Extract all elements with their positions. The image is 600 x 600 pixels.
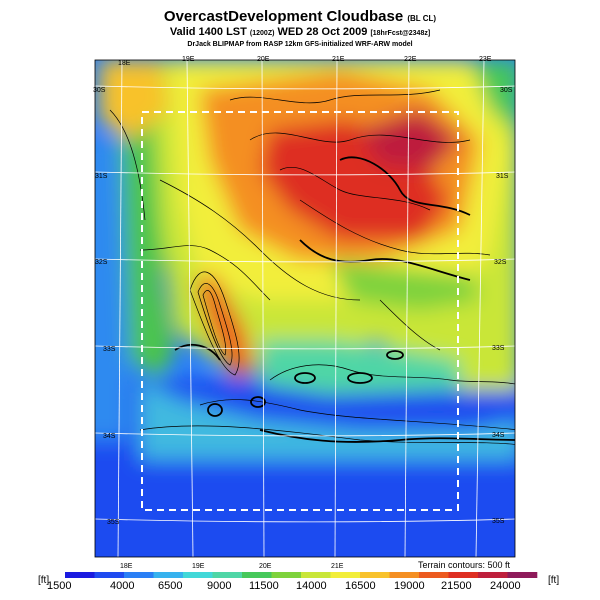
colorbar-swatch	[507, 572, 538, 578]
lon-label-top: 21E	[332, 56, 345, 63]
lat-label-right: 30S	[500, 87, 513, 94]
colorbar-swatch	[448, 572, 479, 578]
colorbar-swatch	[242, 572, 272, 578]
lon-label-top: 19E	[182, 56, 195, 63]
colorbar-swatch	[330, 572, 361, 578]
colorbar-swatch	[153, 572, 184, 578]
chart-title: OvercastDevelopment Cloudbase (BL CL)	[163, 8, 437, 25]
colorbar-tick-label: 24000	[490, 580, 521, 592]
terrain-contour-note: Terrain contours: 500 ft	[417, 560, 510, 570]
lat-label-right: 32S	[494, 259, 507, 266]
terrain-contours-bold	[174, 156, 515, 443]
colorbar-swatch	[360, 572, 390, 578]
lon-label-bottom: 19E	[192, 563, 205, 570]
colorbar-swatch	[183, 572, 213, 578]
lat-label-right: 31S	[496, 173, 509, 180]
lat-label-left: 34S	[103, 433, 116, 440]
latitude-labels: 30S 31S 32S 33S 34S 35S 30S 31S 32S 33S …	[93, 87, 513, 526]
colorbar-unit-right: [ft]	[548, 575, 560, 586]
colorbar-tick-label: 14000	[296, 580, 327, 592]
lat-label-left: 35S	[107, 519, 120, 526]
colorbar-swatch	[94, 572, 125, 578]
lat-label-left: 30S	[93, 87, 106, 94]
map-frame	[94, 59, 516, 558]
terrain-contours	[109, 89, 515, 445]
colorbar-swatch	[271, 572, 302, 578]
colorbar-unit-left: [ft]	[38, 575, 50, 586]
lon-label-bottom: 18E	[120, 563, 133, 570]
colorbar-swatch	[389, 572, 420, 578]
colorbar-tick-label: 6500	[158, 580, 182, 592]
colorbar-tick-label: 9000	[207, 580, 231, 592]
lon-label-top: 18E	[118, 60, 131, 67]
colorbar-tick-label: 4000	[110, 580, 134, 592]
lat-label-left: 33S	[103, 346, 116, 353]
chart-subtitle: Valid 1400 LST (1200Z) WED 28 Oct 2009 […	[169, 26, 431, 38]
lat-label-left: 32S	[95, 259, 108, 266]
longitude-labels: 18E 19E 20E 21E 22E 23E 18E 19E 20E 21E	[118, 56, 492, 570]
colorbar-swatch	[124, 572, 154, 578]
cloudbase-field	[95, 60, 515, 557]
colorbar-tick-label: 21500	[441, 580, 472, 592]
colorbar	[65, 572, 538, 578]
colorbar-swatch	[65, 572, 95, 578]
model-credit: DrJack BLIPMAP from RASP 12km GFS-initia…	[187, 41, 413, 48]
colorbar-tick-label: 1500	[47, 580, 71, 592]
lat-label-right: 34S	[492, 432, 505, 439]
colorbar-tick-label: 11500	[249, 580, 279, 592]
colorbar-swatch	[478, 572, 508, 578]
lon-label-top: 20E	[257, 56, 270, 63]
lon-label-bottom: 20E	[259, 563, 272, 570]
colorbar-tick-label: 16500	[345, 580, 376, 592]
lat-label-right: 35S	[492, 518, 505, 525]
colorbar-tick-labels: 1500 4000 6500 9000 11500 14000 16500 19…	[47, 580, 521, 592]
colorbar-tick-label: 19000	[394, 580, 425, 592]
inner-domain-box	[141, 111, 459, 511]
lon-label-top: 22E	[404, 56, 417, 63]
colorbar-swatch	[419, 572, 449, 578]
colorbar-swatch	[212, 572, 243, 578]
lon-label-bottom: 21E	[331, 563, 344, 570]
lon-label-top: 23E	[479, 56, 492, 63]
graticule	[95, 60, 515, 557]
colorbar-swatch	[301, 572, 331, 578]
lat-label-left: 31S	[95, 173, 108, 180]
lat-label-right: 33S	[492, 345, 505, 352]
